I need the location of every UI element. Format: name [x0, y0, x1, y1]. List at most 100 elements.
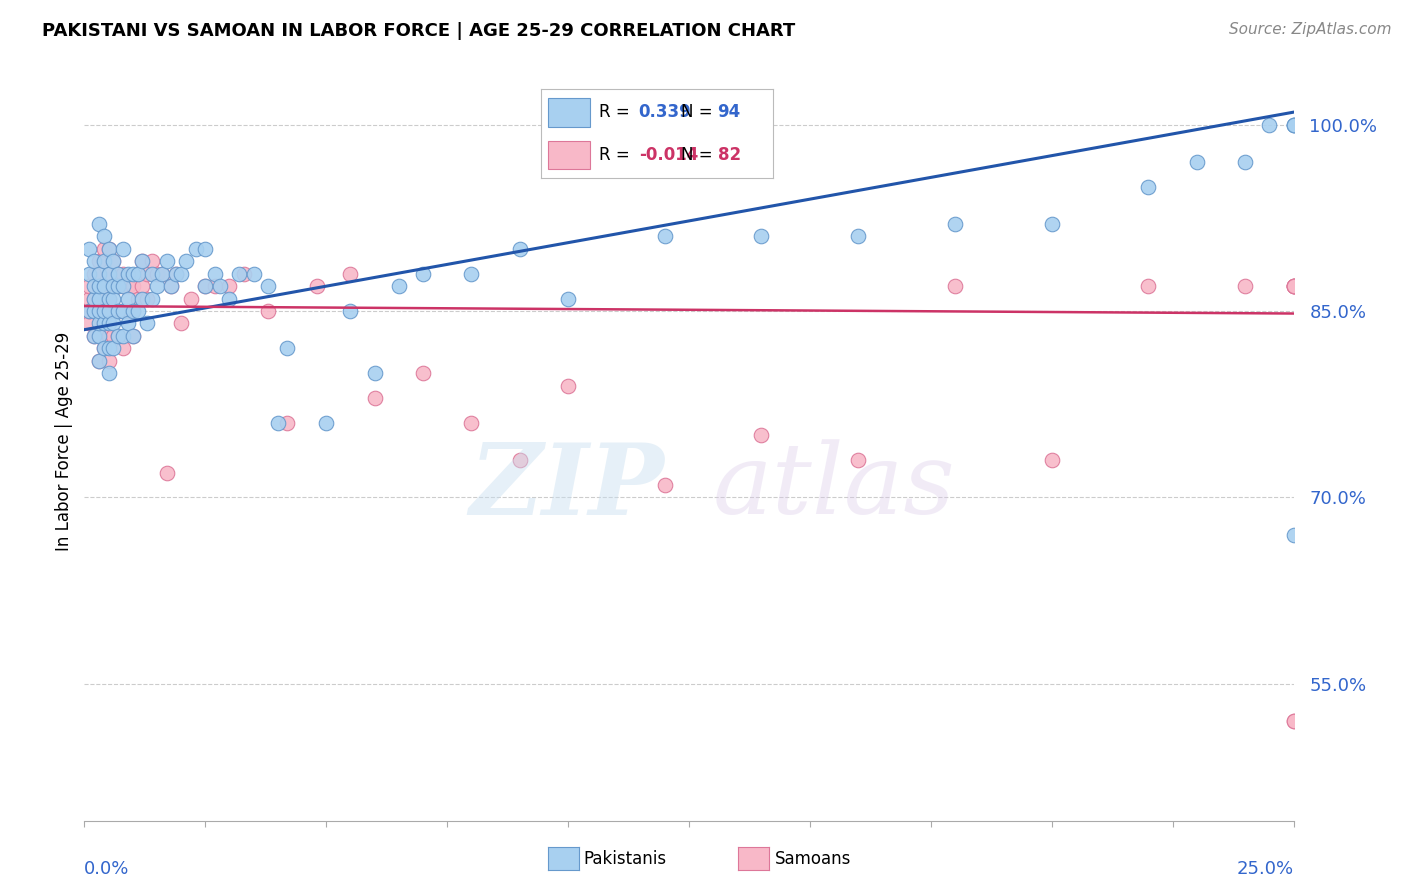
Point [412, 267, 434, 281]
Point [136, 267, 159, 281]
Point [93, 304, 115, 318]
Point [131, 254, 153, 268]
Point [170, 317, 193, 331]
Point [165, 267, 187, 281]
Text: ZIP: ZIP [470, 439, 665, 535]
Point [87, 279, 110, 293]
Text: N =: N = [681, 103, 717, 121]
Point [93, 304, 115, 318]
Point [103, 254, 125, 268]
Y-axis label: In Labor Force | Age 25-29: In Labor Force | Age 25-29 [55, 332, 73, 551]
Point [160, 279, 183, 293]
Point [1234, 154, 1257, 169]
Point [141, 292, 163, 306]
Point [1137, 179, 1160, 194]
Point [117, 292, 139, 306]
Point [77, 267, 100, 281]
Point [97, 329, 120, 343]
Point [117, 279, 139, 293]
Point [107, 267, 129, 281]
Point [194, 242, 217, 256]
Point [121, 329, 143, 343]
Point [557, 378, 579, 392]
Point [87, 292, 110, 306]
Point [87, 279, 110, 293]
Point [228, 267, 250, 281]
Point [87, 329, 110, 343]
Point [97, 366, 120, 380]
Point [160, 279, 183, 293]
Point [83, 254, 105, 268]
Point [97, 267, 120, 281]
Point [170, 267, 193, 281]
Point [97, 242, 120, 256]
Point [557, 292, 579, 306]
Point [97, 292, 120, 306]
Point [97, 242, 120, 256]
Point [233, 267, 256, 281]
Point [174, 254, 197, 268]
Point [107, 304, 129, 318]
Point [83, 292, 105, 306]
Point [208, 279, 231, 293]
Point [87, 353, 110, 368]
Point [97, 304, 120, 318]
Point [276, 341, 298, 355]
Text: -0.014: -0.014 [638, 146, 699, 164]
Point [107, 329, 129, 343]
Point [97, 317, 120, 331]
Point [77, 279, 100, 293]
Point [1282, 279, 1305, 293]
Point [127, 292, 149, 306]
Point [388, 279, 411, 293]
Point [305, 279, 328, 293]
Point [83, 304, 105, 318]
Point [87, 304, 110, 318]
Point [87, 317, 110, 331]
Point [460, 267, 482, 281]
Point [93, 254, 115, 268]
Point [121, 267, 143, 281]
Point [141, 267, 163, 281]
Point [242, 267, 264, 281]
Point [204, 279, 226, 293]
Bar [548, 98, 591, 127]
Point [751, 229, 773, 244]
Text: Source: ZipAtlas.com: Source: ZipAtlas.com [1229, 22, 1392, 37]
Point [93, 279, 115, 293]
Point [121, 329, 143, 343]
Bar [548, 141, 591, 169]
Point [146, 279, 169, 293]
Point [339, 267, 361, 281]
Point [103, 317, 125, 331]
Point [155, 466, 177, 480]
Point [103, 329, 125, 343]
Text: R =: R = [599, 103, 636, 121]
Point [150, 267, 173, 281]
Text: R =: R = [599, 146, 636, 164]
Point [97, 267, 120, 281]
Point [112, 341, 135, 355]
Point [127, 304, 149, 318]
Point [97, 292, 120, 306]
Text: Samoans: Samoans [775, 850, 851, 868]
Point [412, 366, 434, 380]
Point [257, 279, 280, 293]
Point [943, 217, 966, 231]
Point [127, 267, 149, 281]
Point [136, 317, 159, 331]
Point [654, 478, 676, 492]
Point [276, 416, 298, 430]
Text: 25.0%: 25.0% [1236, 860, 1294, 878]
Text: PAKISTANI VS SAMOAN IN LABOR FORCE | AGE 25-29 CORRELATION CHART: PAKISTANI VS SAMOAN IN LABOR FORCE | AGE… [42, 22, 796, 40]
Point [846, 453, 869, 467]
Point [112, 279, 135, 293]
Point [77, 242, 100, 256]
Point [339, 304, 361, 318]
Point [103, 341, 125, 355]
Point [204, 267, 226, 281]
Point [83, 279, 105, 293]
Point [1234, 279, 1257, 293]
Point [112, 329, 135, 343]
Point [87, 304, 110, 318]
